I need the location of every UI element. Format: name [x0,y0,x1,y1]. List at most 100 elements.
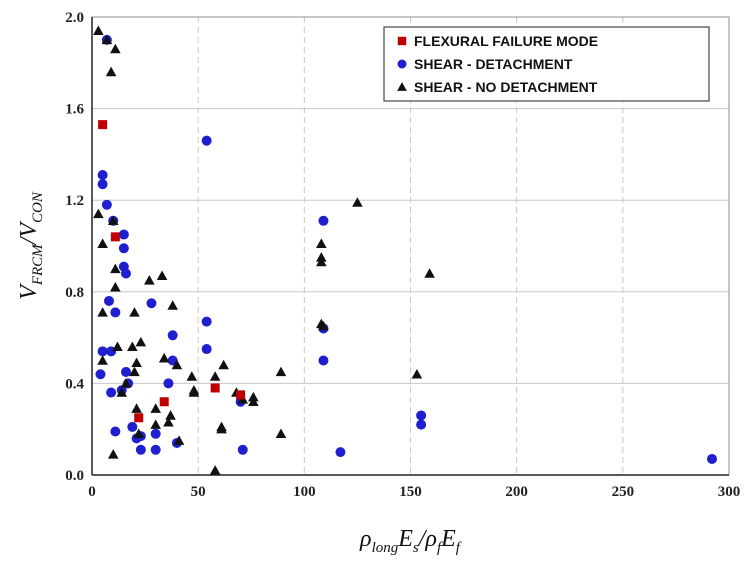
triangle-point [129,366,140,377]
circle-point [416,419,427,430]
triangle-point [209,371,221,381]
y-tick-label: 1.2 [65,193,84,209]
square-point [110,232,120,242]
x-tick-label: 150 [399,484,422,500]
legend-label: SHEAR - DETACHMENT [414,56,573,72]
triangle-point [158,352,170,363]
square-point [210,383,220,393]
data-points [93,25,718,475]
circle-point [101,199,112,210]
y-tick-label: 0.8 [65,285,84,301]
triangle-point [133,428,145,439]
circle-point [146,298,157,309]
legend-marker-triangle [397,82,407,91]
circle-point [135,444,146,455]
triangle-point [411,368,423,379]
triangle-point [101,34,113,45]
triangle-point [135,336,147,347]
y-tick-label: 0.0 [65,468,84,484]
circle-point [318,355,329,366]
x-tick-label: 0 [88,484,96,500]
triangle-point [163,417,174,427]
square-point [134,413,144,423]
triangle-point [156,270,168,281]
circle-point [106,387,117,398]
circle-point [97,170,108,181]
circle-point [707,453,718,464]
circle-point [95,369,106,380]
y-tick-label: 0.4 [65,376,84,392]
circle-point [120,268,131,279]
legend: FLEXURAL FAILURE MODE SHEAR - DETACHMENT S… [383,26,710,102]
circle-point [110,307,121,318]
triangle-point [173,435,185,445]
triangle-point [216,423,227,434]
circle-point [237,444,248,455]
legend-marker-circle [397,59,407,69]
circle-point [150,428,161,439]
circle-point [201,135,212,146]
x-axis-title: ρlong​Es​/ρf​Ef​ [359,526,462,556]
circle-point [97,179,108,190]
triangle-point [129,307,140,317]
triangle-point [93,208,104,219]
triangle-point [105,66,117,77]
triangle-point [318,320,329,331]
triangle-point [209,465,221,475]
x-tick-label: 100 [293,484,316,500]
triangle-point [107,215,119,226]
triangle-point [188,384,200,395]
legend-label: FLEXURAL FAILURE MODE [414,33,598,49]
triangle-point [97,307,108,317]
triangle-point [424,268,435,278]
circle-point [201,316,212,327]
triangle-point [275,428,287,439]
triangle-point [144,275,155,285]
legend-marker-square [397,36,407,46]
y-tick-label: 1.6 [65,102,84,118]
circle-point [416,410,427,421]
triangle-point [167,300,178,310]
circle-point [118,229,129,240]
circle-point [201,344,212,355]
triangle-point [110,281,121,292]
circle-point [120,366,131,377]
triangle-point [110,43,121,54]
circle-point [118,243,129,254]
circle-point [110,426,121,437]
circle-point [318,215,329,226]
circle-point [127,421,138,432]
triangle-point [107,449,119,459]
circle-point [150,444,161,455]
circle-point [335,447,346,458]
legend-box [383,26,710,102]
x-tick-label: 50 [191,484,206,500]
triangle-point [165,410,176,420]
triangle-point [275,366,287,377]
x-tick-label: 300 [718,484,741,500]
triangle-point [218,359,229,370]
square-point [98,120,108,130]
triangle-point [248,396,259,406]
triangle-point [110,263,121,274]
triangle-point [97,355,108,365]
triangle-point [93,25,104,35]
axes [91,16,730,476]
circle-point [97,346,108,357]
axis-titles: ρlong​Es​/ρf​Ef​ VFRCM​/VCON​ [16,191,462,556]
circle-point [167,330,178,341]
circle-point [163,378,174,389]
triangle-point [131,357,142,368]
triangle-point [171,359,183,370]
triangle-point [352,197,363,207]
triangle-point [186,371,198,381]
x-tick-label: 250 [612,484,635,500]
circle-point [103,295,114,306]
triangle-point [116,387,128,397]
triangle-point [127,341,138,351]
triangle-point [150,403,161,413]
triangle-point [150,419,161,429]
y-tick-label: 2.0 [65,10,84,26]
